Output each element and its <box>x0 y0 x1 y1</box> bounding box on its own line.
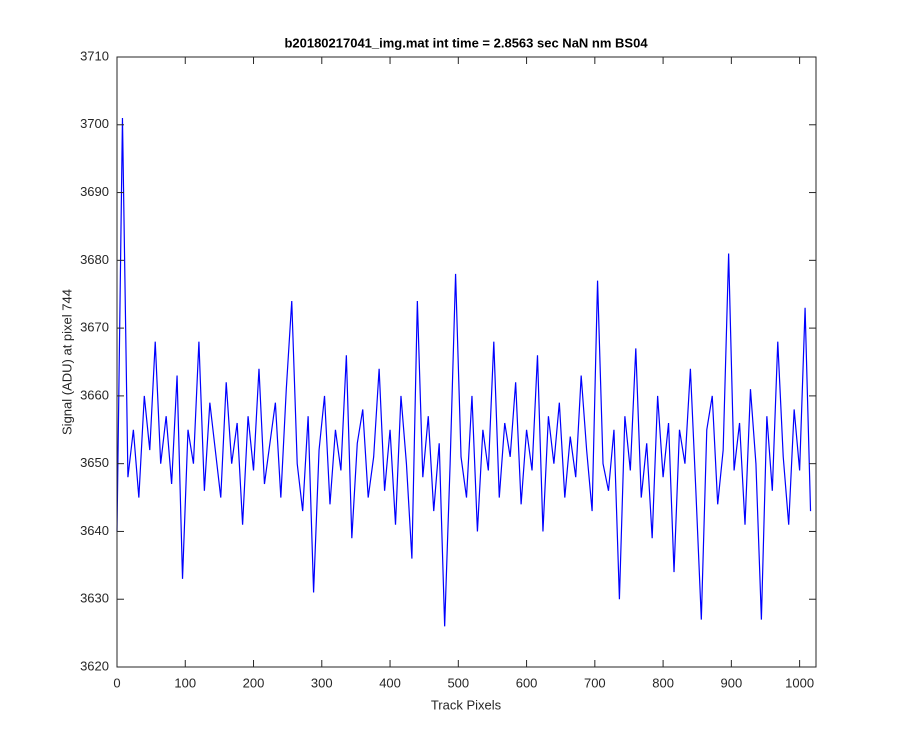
x-axis-label: Track Pixels <box>431 697 502 712</box>
y-tick-label: 3650 <box>80 455 109 470</box>
x-tick-label: 100 <box>174 675 196 690</box>
y-tick-label: 3700 <box>80 116 109 131</box>
plot-area <box>117 57 816 667</box>
y-tick-label: 3690 <box>80 184 109 199</box>
y-tick-label: 3660 <box>80 387 109 402</box>
y-axis-label: Signal (ADU) at pixel 744 <box>59 289 74 435</box>
x-tick-label: 900 <box>721 675 743 690</box>
x-tick-label: 1000 <box>785 675 814 690</box>
y-tick-label: 3620 <box>80 658 109 673</box>
axes-box <box>116 56 817 668</box>
x-tick-label: 200 <box>243 675 265 690</box>
x-tick-label: 400 <box>379 675 401 690</box>
x-tick-label: 500 <box>447 675 469 690</box>
x-tick-label: 0 <box>113 675 120 690</box>
x-tick-label: 700 <box>584 675 606 690</box>
chart-title: b20180217041_img.mat int time = 2.8563 s… <box>284 35 648 50</box>
y-tick-label: 3670 <box>80 320 109 335</box>
y-tick-label: 3630 <box>80 591 109 606</box>
data-line <box>116 117 812 627</box>
x-tick-label: 600 <box>516 675 538 690</box>
y-tick-label: 3640 <box>80 523 109 538</box>
x-tick-label: 300 <box>311 675 333 690</box>
y-tick-label: 3680 <box>80 252 109 267</box>
y-tick-label: 3710 <box>80 48 109 63</box>
x-tick-label: 800 <box>652 675 674 690</box>
